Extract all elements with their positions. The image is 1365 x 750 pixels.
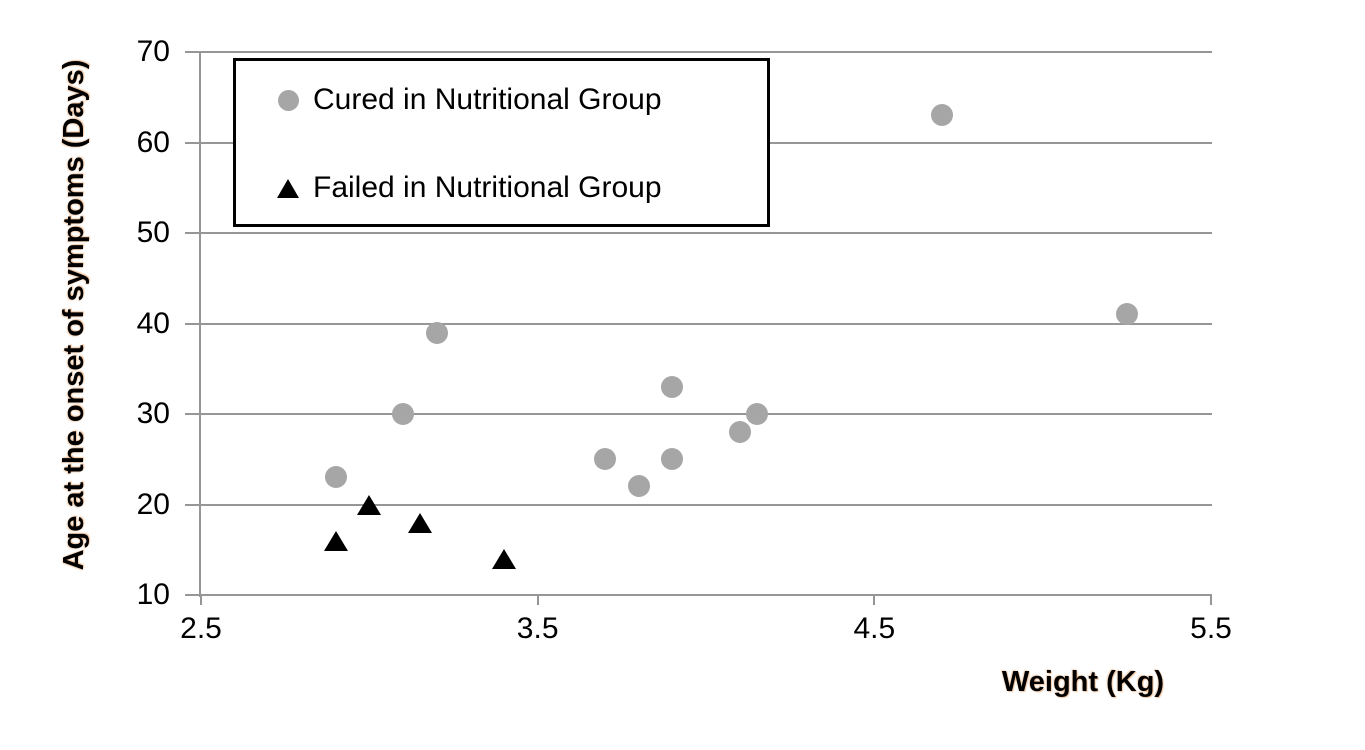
y-axis-title: Age at the onset of symptoms (Days) — [58, 59, 90, 571]
data-point — [357, 494, 382, 515]
y-tick-label: 10 — [136, 578, 170, 611]
x-tick-mark — [200, 596, 202, 605]
data-point — [425, 321, 448, 344]
data-point — [627, 475, 650, 498]
x-tick-label: 2.5 — [180, 612, 222, 645]
y-tick-label: 40 — [136, 306, 170, 340]
y-tick-label: 20 — [136, 487, 170, 521]
x-tick-mark — [1210, 596, 1212, 605]
gridline — [200, 413, 1212, 415]
data-point — [324, 466, 347, 489]
y-tick-mark — [185, 322, 200, 325]
data-point — [407, 512, 432, 533]
data-point — [745, 403, 768, 425]
data-point — [930, 104, 953, 127]
data-point — [661, 448, 684, 471]
data-point — [661, 375, 684, 398]
gridline — [200, 51, 1212, 53]
y-tick-mark — [185, 503, 200, 506]
data-point — [323, 530, 348, 551]
data-point — [392, 403, 414, 425]
legend-label-failed: Failed in Nutritional Group — [313, 171, 662, 204]
legend-entry-failed: Failed in Nutritional Group — [277, 171, 767, 204]
data-point — [728, 421, 751, 444]
x-axis-line — [200, 594, 1212, 596]
x-tick-mark — [873, 596, 876, 605]
data-point — [492, 548, 516, 569]
x-tick-label: 3.5 — [516, 612, 559, 645]
legend-entry-cured: Cured in Nutritional Group — [277, 83, 767, 116]
y-tick-label: 50 — [136, 216, 170, 249]
y-tick-mark — [185, 232, 200, 234]
gridline — [200, 232, 1212, 234]
y-tick-mark — [185, 594, 200, 596]
failed-series-marker — [277, 178, 299, 198]
y-tick-mark — [185, 413, 200, 415]
gridline — [200, 322, 1212, 325]
gridline — [200, 503, 1212, 506]
cured-series-marker — [277, 89, 299, 111]
triangle-marker-icon — [277, 178, 299, 198]
y-tick-label: 30 — [136, 397, 170, 430]
circle-marker-icon — [277, 89, 299, 111]
x-tick-label: 4.5 — [853, 612, 896, 645]
legend-label-cured: Cured in Nutritional Group — [313, 83, 662, 116]
data-point — [1115, 303, 1138, 326]
x-axis-title: Weight (Kg) — [1001, 666, 1165, 698]
y-axis-line — [199, 52, 201, 597]
y-tick-mark — [185, 51, 200, 53]
y-tick-label: 70 — [136, 35, 170, 68]
legend: Cured in Nutritional Group Failed in Nut… — [233, 58, 770, 227]
data-point — [594, 448, 616, 471]
x-tick-mark — [536, 596, 539, 605]
x-tick-label: 5.5 — [1190, 612, 1232, 645]
y-tick-label: 60 — [136, 125, 170, 159]
y-tick-mark — [185, 141, 200, 144]
